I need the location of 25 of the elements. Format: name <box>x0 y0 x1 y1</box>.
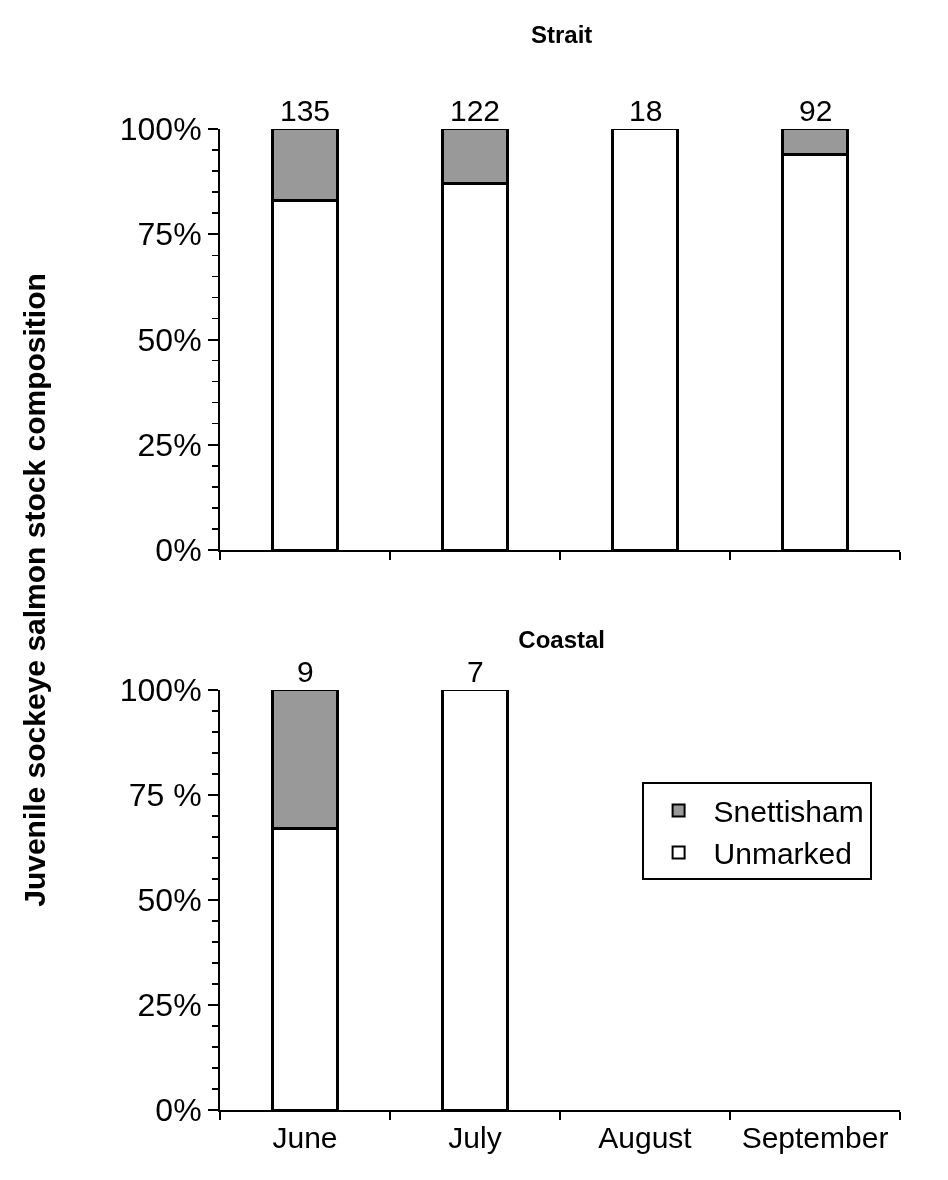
legend-label: Unmarked <box>713 837 852 871</box>
annotation: 7 <box>467 655 484 688</box>
legend-label: Snettisham <box>713 795 864 829</box>
y-tick-label: 0% <box>155 532 202 569</box>
x-tick-label: September <box>741 1121 889 1154</box>
y-tick-label: 25% <box>137 987 202 1024</box>
y-tick-label: 75 % <box>128 777 202 814</box>
chart-title: Coastal <box>518 626 606 654</box>
x-tick-label: June <box>272 1121 338 1154</box>
chart-title: Strait <box>531 21 593 49</box>
annotation: 135 <box>280 94 331 127</box>
y-tick-label: 75% <box>137 216 202 253</box>
y-tick-label: 100% <box>119 111 202 148</box>
y-tick-label: 50% <box>137 321 202 358</box>
y-axis-title: Juvenile sockeye salmon stock composition <box>18 273 52 907</box>
annotation: 18 <box>629 94 663 127</box>
annotation: 122 <box>450 94 501 127</box>
y-tick-label: 100% <box>119 672 202 709</box>
x-tick-label: July <box>448 1121 502 1154</box>
annotation: 9 <box>297 655 314 688</box>
y-tick-label: 25% <box>137 426 202 463</box>
y-tick-label: 0% <box>155 1092 202 1129</box>
annotation: 92 <box>799 94 833 127</box>
x-tick-label: August <box>598 1121 693 1154</box>
y-tick-label: 50% <box>137 882 202 919</box>
